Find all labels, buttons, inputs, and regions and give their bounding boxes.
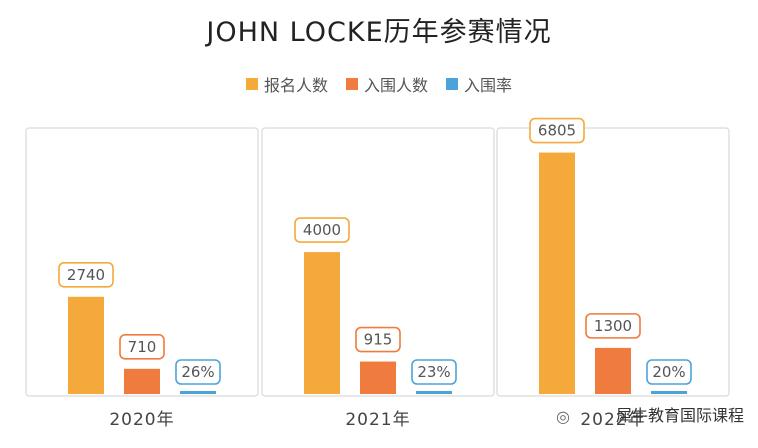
panel-2 <box>261 127 495 397</box>
category-label-1: 2020年 <box>109 410 174 430</box>
legend-label-finalists: 入围人数 <box>363 76 428 95</box>
data-label-2-1: 710 <box>128 338 157 356</box>
data-label-box-2-3 <box>585 313 641 339</box>
data-label-box-2-1 <box>119 334 165 360</box>
data-label-1-3: 6805 <box>538 122 576 140</box>
data-label-3-3: 20% <box>652 363 685 381</box>
legend-label-rate: 入围率 <box>464 76 513 95</box>
legend-item-applicants: 报名人数 <box>245 72 328 96</box>
bar-3-2 <box>416 391 452 394</box>
panel-3 <box>496 127 730 397</box>
bar-2-1 <box>124 368 160 394</box>
bar-2-3 <box>595 347 631 394</box>
bar-1-2 <box>304 252 340 394</box>
legend-item-rate: 入围率 <box>446 72 512 96</box>
panel-1 <box>25 127 259 397</box>
data-label-box-1-3 <box>529 117 585 144</box>
data-label-box-3-1 <box>175 359 221 385</box>
data-label-box-3-2 <box>411 359 457 385</box>
data-label-1-1: 2740 <box>67 266 105 284</box>
bar-3-1 <box>180 391 216 394</box>
data-label-2-3: 1300 <box>594 317 632 335</box>
category-label-2: 2021年 <box>345 410 410 430</box>
bar-3-3 <box>651 391 687 394</box>
legend-label-applicants: 报名人数 <box>263 76 328 95</box>
category-label-3: 2022年 <box>580 410 645 430</box>
watermark-text: 犀牛教育国际课程 <box>615 406 744 425</box>
wechat-icon: ◎ <box>556 407 570 426</box>
data-label-3-1: 26% <box>181 363 214 381</box>
data-label-box-1-1 <box>58 261 114 288</box>
data-label-box-1-2 <box>294 217 350 243</box>
legend: 报名人数 入围人数 入围率 <box>0 72 758 96</box>
data-label-box-2-2 <box>355 326 401 353</box>
data-label-2-2: 915 <box>364 331 393 349</box>
data-label-box-3-3 <box>646 359 692 385</box>
chart-title: JOHN LOCKE历年参赛情况 <box>206 17 552 48</box>
data-label-3-2: 23% <box>417 363 450 381</box>
bar-1-1 <box>68 296 104 394</box>
bar-1-3 <box>539 152 575 394</box>
legend-item-finalists: 入围人数 <box>345 72 428 96</box>
legend-swatch-applicants <box>245 78 258 90</box>
legend-swatch-finalists <box>345 78 358 90</box>
bar-2-2 <box>360 361 396 394</box>
data-label-1-2: 4000 <box>303 221 341 239</box>
legend-swatch-rate <box>446 78 458 90</box>
